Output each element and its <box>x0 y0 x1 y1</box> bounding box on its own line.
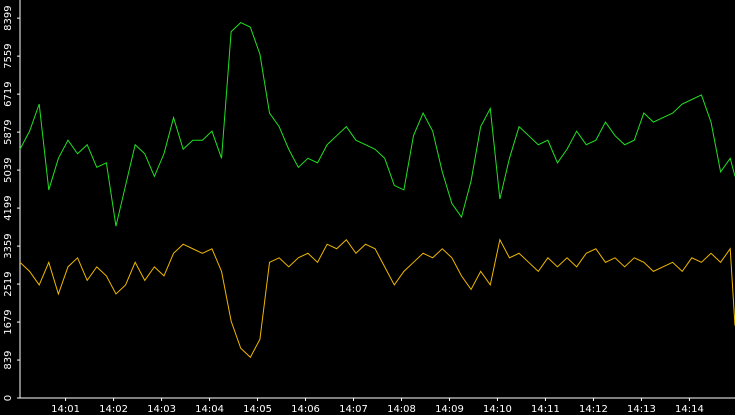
y-tick-label: 839 <box>3 351 14 370</box>
y-tick-label: 7559 <box>3 43 14 68</box>
x-tick-label: 14:10 <box>483 404 512 415</box>
y-tick-label: 4199 <box>3 195 14 220</box>
y-tick-label: 3359 <box>3 233 14 258</box>
y-tick-label: 2519 <box>3 271 14 296</box>
y-tick-label: 5879 <box>3 119 14 144</box>
x-tick-label: 14:13 <box>627 404 656 415</box>
y-tick-label: 1679 <box>3 309 14 334</box>
x-tick-label: 14:07 <box>339 404 368 415</box>
x-tick-label: 14:06 <box>291 404 320 415</box>
x-tick-label: 14:04 <box>195 404 224 415</box>
series-line <box>19 238 735 359</box>
x-tick-label: 14:01 <box>51 404 80 415</box>
series-line <box>19 22 735 227</box>
x-tick-label: 14:03 <box>147 404 176 415</box>
x-tick-label: 14:08 <box>387 404 416 415</box>
x-tick-label: 14:14 <box>675 404 704 415</box>
y-tick-label: 5039 <box>3 157 14 182</box>
x-tick-label: 14:12 <box>579 404 608 415</box>
y-tick-label: 8399 <box>3 5 14 30</box>
y-tick-label: 6719 <box>3 81 14 106</box>
x-tick-label: 14:02 <box>99 404 128 415</box>
x-tick-label: 14:09 <box>435 404 464 415</box>
x-tick-label: 14:05 <box>243 404 272 415</box>
x-tick-label: 14:11 <box>531 404 560 415</box>
y-tick-label: 0 <box>3 395 14 401</box>
